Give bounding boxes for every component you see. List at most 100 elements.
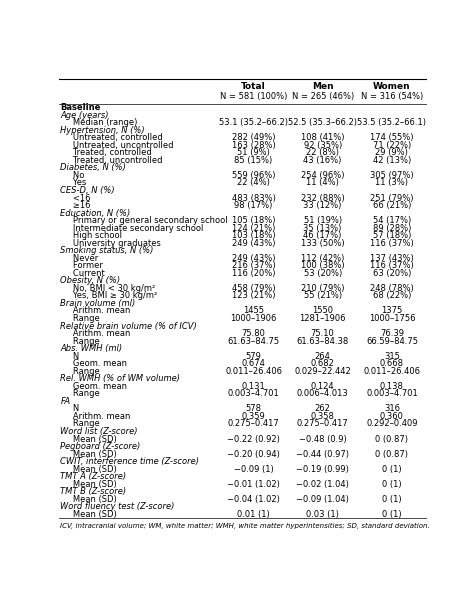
Text: 133 (50%): 133 (50%) xyxy=(301,239,345,248)
Text: 264: 264 xyxy=(315,352,330,361)
Text: N = 581 (100%): N = 581 (100%) xyxy=(220,92,287,101)
Text: 0.03 (1): 0.03 (1) xyxy=(306,510,339,519)
Text: 75.10: 75.10 xyxy=(311,329,335,338)
Text: Mean (SD): Mean (SD) xyxy=(65,480,117,489)
Text: Obesity, N (%): Obesity, N (%) xyxy=(60,277,120,285)
Text: University graduates: University graduates xyxy=(65,239,161,248)
Text: 248 (78%): 248 (78%) xyxy=(370,284,414,293)
Text: 98 (17%): 98 (17%) xyxy=(234,201,273,210)
Text: 54 (17%): 54 (17%) xyxy=(373,216,411,225)
Text: −0.20 (0.94): −0.20 (0.94) xyxy=(227,449,280,458)
Text: 66.59–84.75: 66.59–84.75 xyxy=(366,337,418,346)
Text: 1550: 1550 xyxy=(312,306,333,315)
Text: <16: <16 xyxy=(65,194,90,203)
Text: 108 (41%): 108 (41%) xyxy=(301,134,345,142)
Text: 53.1 (35.2–66.2): 53.1 (35.2–66.2) xyxy=(219,118,288,127)
Text: CWIT, interference time (Z-score): CWIT, interference time (Z-score) xyxy=(60,457,200,466)
Text: 249 (43%): 249 (43%) xyxy=(232,239,275,248)
Text: Smoking status, N (%): Smoking status, N (%) xyxy=(60,246,154,255)
Text: Current: Current xyxy=(65,269,104,278)
Text: 249 (43%): 249 (43%) xyxy=(232,254,275,263)
Text: Hypertension, N (%): Hypertension, N (%) xyxy=(60,126,145,135)
Text: 251 (79%): 251 (79%) xyxy=(370,194,414,203)
Text: Range: Range xyxy=(65,420,100,429)
Text: 1281–1906: 1281–1906 xyxy=(300,314,346,323)
Text: Rel. WMH (% of WM volume): Rel. WMH (% of WM volume) xyxy=(60,374,180,383)
Text: Yes, BMI ≥ 30 kg/m²: Yes, BMI ≥ 30 kg/m² xyxy=(65,291,157,300)
Text: Primary or general secondary school: Primary or general secondary school xyxy=(65,216,228,225)
Text: Mean (SD): Mean (SD) xyxy=(65,449,117,458)
Text: 0 (1): 0 (1) xyxy=(382,465,401,474)
Text: Treated, controlled: Treated, controlled xyxy=(65,148,152,157)
Text: 85 (15%): 85 (15%) xyxy=(235,156,273,165)
Text: 163 (28%): 163 (28%) xyxy=(232,141,275,150)
Text: 483 (83%): 483 (83%) xyxy=(232,194,275,203)
Text: 0 (0.87): 0 (0.87) xyxy=(375,449,409,458)
Text: 0.011–26.406: 0.011–26.406 xyxy=(225,367,282,375)
Text: 35 (13%): 35 (13%) xyxy=(303,224,342,232)
Text: Treated, uncontrolled: Treated, uncontrolled xyxy=(65,156,162,165)
Text: 52.5 (35.3–66.2): 52.5 (35.3–66.2) xyxy=(288,118,357,127)
Text: 68 (22%): 68 (22%) xyxy=(373,291,411,300)
Text: 305 (97%): 305 (97%) xyxy=(370,171,414,180)
Text: 559 (96%): 559 (96%) xyxy=(232,171,275,180)
Text: Relative brain volume (% of ICV): Relative brain volume (% of ICV) xyxy=(60,322,197,331)
Text: 53 (20%): 53 (20%) xyxy=(303,269,342,278)
Text: Mean (SD): Mean (SD) xyxy=(65,434,117,443)
Text: 174 (55%): 174 (55%) xyxy=(370,134,414,142)
Text: Arithm. mean: Arithm. mean xyxy=(65,306,130,315)
Text: 0.275–0.417: 0.275–0.417 xyxy=(228,420,280,429)
Text: Education, N (%): Education, N (%) xyxy=(60,209,131,218)
Text: 0.682: 0.682 xyxy=(310,359,335,368)
Text: 61.63–84.75: 61.63–84.75 xyxy=(228,337,280,346)
Text: TMT B (Z-score): TMT B (Z-score) xyxy=(60,488,127,496)
Text: 0.006–4.013: 0.006–4.013 xyxy=(297,389,348,398)
Text: 579: 579 xyxy=(246,352,262,361)
Text: Total: Total xyxy=(241,82,266,91)
Text: 0 (1): 0 (1) xyxy=(382,480,401,489)
Text: −0.02 (1.04): −0.02 (1.04) xyxy=(296,480,349,489)
Text: ICV, intracranial volume; WM, white matter; WMH, white matter hyperintensities; : ICV, intracranial volume; WM, white matt… xyxy=(60,523,430,529)
Text: Range: Range xyxy=(65,337,100,346)
Text: 137 (43%): 137 (43%) xyxy=(370,254,414,263)
Text: N = 316 (54%): N = 316 (54%) xyxy=(361,92,423,101)
Text: 76.39: 76.39 xyxy=(380,329,404,338)
Text: 0.674: 0.674 xyxy=(242,359,265,368)
Text: High school: High school xyxy=(65,231,122,240)
Text: 0 (1): 0 (1) xyxy=(382,495,401,504)
Text: 458 (79%): 458 (79%) xyxy=(232,284,275,293)
Text: 0.292–0.409: 0.292–0.409 xyxy=(366,420,418,429)
Text: 46 (17%): 46 (17%) xyxy=(303,231,342,240)
Text: 89 (28%): 89 (28%) xyxy=(373,224,411,232)
Text: 51 (19%): 51 (19%) xyxy=(303,216,342,225)
Text: Geom. mean: Geom. mean xyxy=(65,382,127,391)
Text: 0 (0.87): 0 (0.87) xyxy=(375,434,409,443)
Text: −0.01 (1.02): −0.01 (1.02) xyxy=(227,480,280,489)
Text: 75.80: 75.80 xyxy=(242,329,265,338)
Text: 71 (22%): 71 (22%) xyxy=(373,141,411,150)
Text: Women: Women xyxy=(373,82,410,91)
Text: 1375: 1375 xyxy=(381,306,402,315)
Text: 262: 262 xyxy=(315,405,330,414)
Text: 116 (37%): 116 (37%) xyxy=(370,261,414,271)
Text: 316: 316 xyxy=(384,405,400,414)
Text: −0.44 (0.97): −0.44 (0.97) xyxy=(296,449,349,458)
Text: Mean (SD): Mean (SD) xyxy=(65,495,117,504)
Text: FA: FA xyxy=(60,397,71,406)
Text: 315: 315 xyxy=(384,352,400,361)
Text: 11 (3%): 11 (3%) xyxy=(375,178,409,188)
Text: Abs. WMH (ml): Abs. WMH (ml) xyxy=(60,344,122,353)
Text: Brain volume (ml): Brain volume (ml) xyxy=(60,299,136,308)
Text: 1000–1906: 1000–1906 xyxy=(230,314,277,323)
Text: Mean (SD): Mean (SD) xyxy=(65,465,117,474)
Text: 61.63–84.38: 61.63–84.38 xyxy=(297,337,349,346)
Text: Arithm. mean: Arithm. mean xyxy=(65,329,130,338)
Text: Former: Former xyxy=(65,261,103,271)
Text: −0.48 (0.9): −0.48 (0.9) xyxy=(299,434,346,443)
Text: 578: 578 xyxy=(246,405,262,414)
Text: 22 (8%): 22 (8%) xyxy=(306,148,339,157)
Text: 282 (49%): 282 (49%) xyxy=(232,134,275,142)
Text: 0.01 (1): 0.01 (1) xyxy=(237,510,270,519)
Text: 0.275–0.417: 0.275–0.417 xyxy=(297,420,348,429)
Text: ≥16: ≥16 xyxy=(65,201,90,210)
